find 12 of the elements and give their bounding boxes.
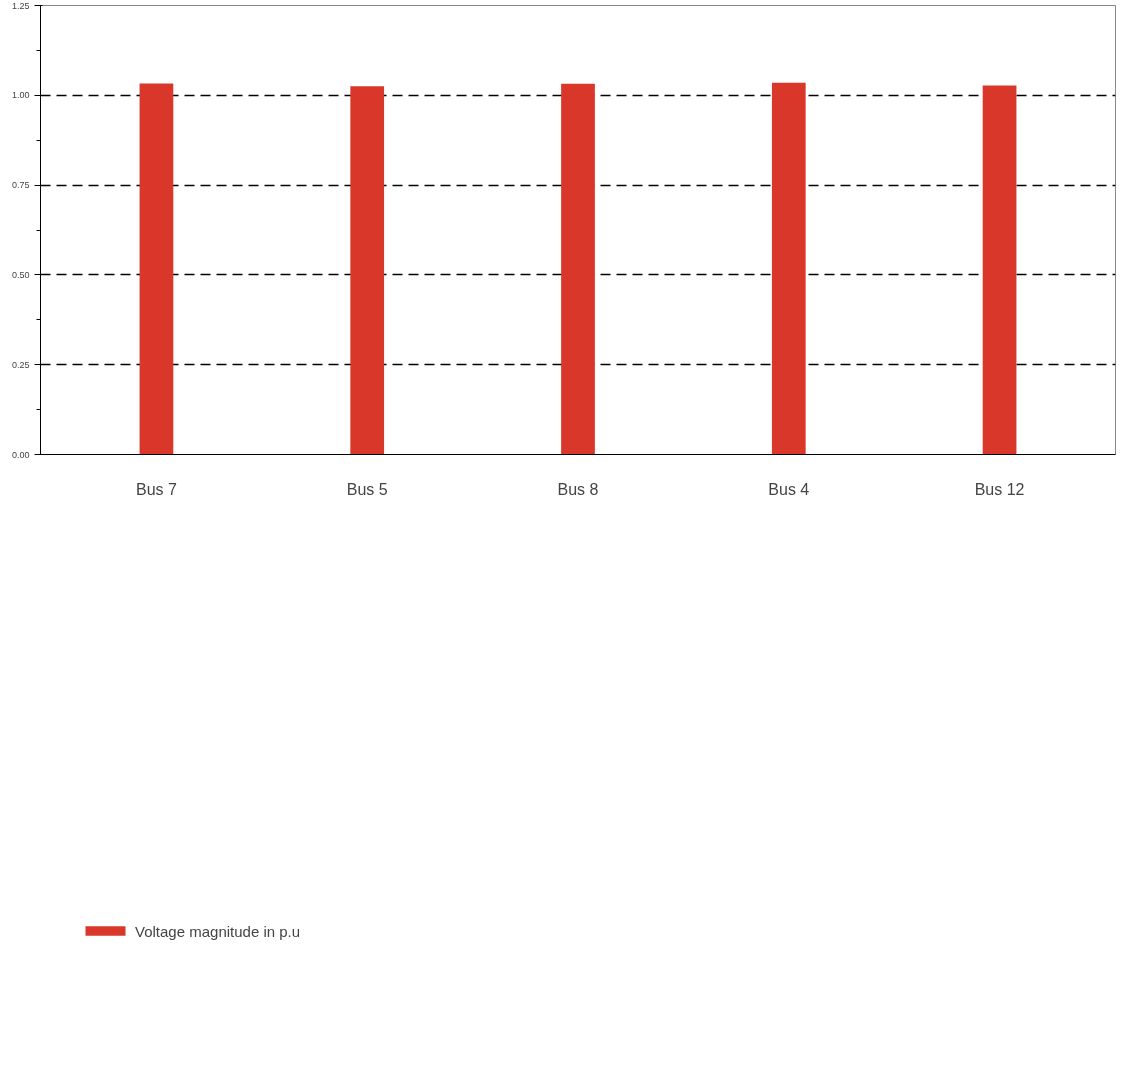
y-tick-label: 0.75	[11, 180, 30, 191]
x-tick-label: Bus 8	[557, 480, 599, 498]
legend-label: Voltage magnitude in p.u	[135, 922, 301, 940]
y-tick-label: 1.25	[11, 0, 30, 11]
x-tick-label: Bus 7	[135, 480, 177, 498]
y-tick-label: 0.25	[11, 359, 30, 370]
y-tick-label: 0.00	[11, 449, 30, 460]
x-tick-label: Bus 4	[768, 480, 810, 498]
y-tick-label: 1.00	[11, 90, 30, 101]
x-tick-label: Bus 5	[346, 480, 388, 498]
y-tick-label: 0.50	[11, 269, 30, 280]
x-tick-label: Bus 12	[974, 480, 1025, 498]
